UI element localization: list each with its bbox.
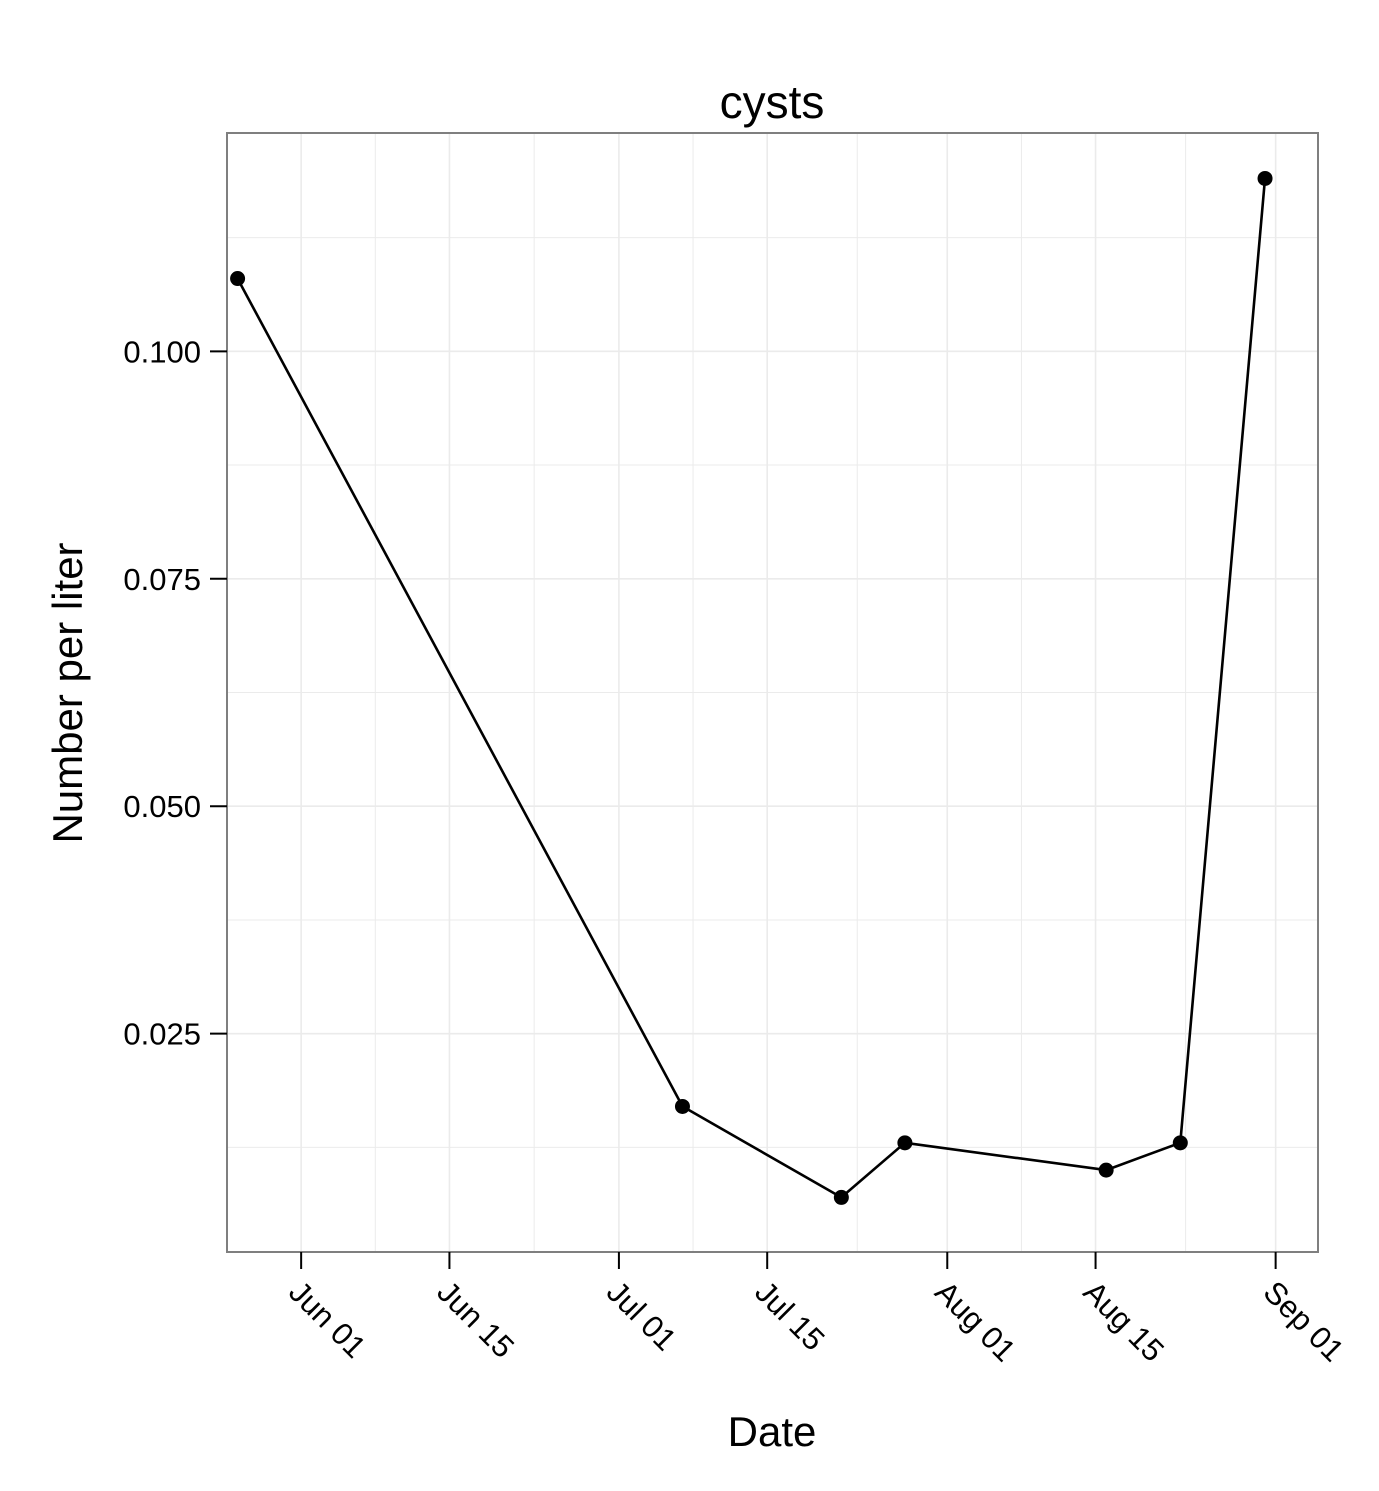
y-tick-label: 0.050 [123,789,201,824]
x-tick-label: Jul 01 [600,1274,683,1357]
x-tick-label: Jul 15 [748,1274,831,1357]
minor-grid [227,133,1318,1252]
x-tick-label: Sep 01 [1257,1274,1351,1368]
data-point [1257,170,1273,186]
y-tick-label: 0.025 [123,1017,201,1052]
major-grid [227,133,1318,1252]
y-axis-title: Number per liter [44,542,91,843]
data-point [674,1098,690,1114]
x-axis-title: Date [728,1408,817,1455]
y-tick-label: 0.100 [123,334,201,369]
x-axis-ticks: Jun 01 Jun 15 Jul 01 Jul 15 Aug 01 Aug 15 Sep … [282,1252,1351,1368]
x-tick-label: Jun 01 [282,1274,373,1365]
data-point [230,271,246,287]
y-axis-ticks: 0.025 0.050 0.075 0.100 [123,334,227,1052]
chart-title: cysts [720,76,825,128]
x-tick-label: Aug 01 [928,1274,1022,1368]
y-tick-label: 0.075 [123,562,201,597]
x-tick-label: Jun 15 [430,1274,521,1365]
panel-border [226,132,1319,1253]
series-line [236,178,1267,1199]
data-point [1098,1162,1114,1178]
data-point [897,1135,913,1151]
data-point [833,1189,849,1205]
x-tick-label: Aug 15 [1077,1274,1171,1368]
data-point [1172,1135,1188,1151]
series-layer [230,170,1273,1205]
